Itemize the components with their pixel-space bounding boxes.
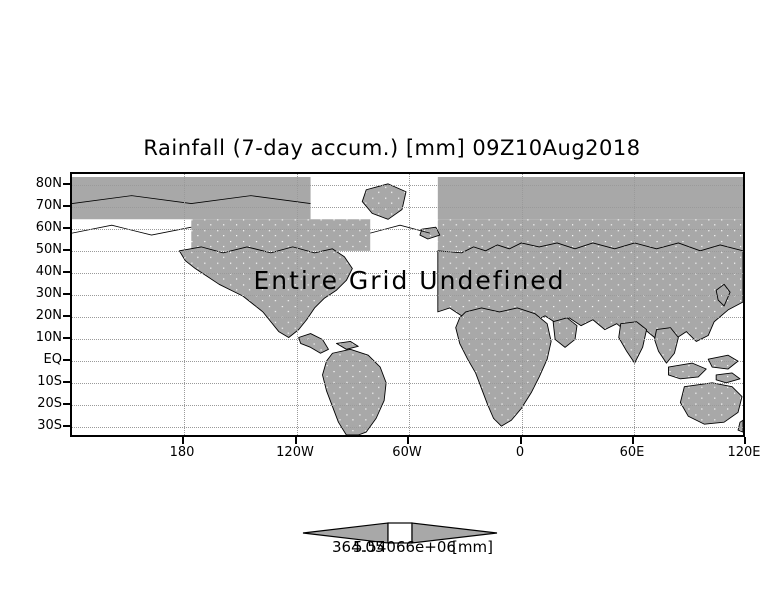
y-axis-label-30s: 30S bbox=[37, 418, 62, 433]
y-axis-tick bbox=[63, 249, 70, 251]
world-map-canvas bbox=[72, 174, 743, 435]
y-axis-label-40n: 40N bbox=[35, 264, 62, 279]
y-axis-label-60n: 60N bbox=[35, 220, 62, 235]
y-axis-tick bbox=[63, 271, 70, 273]
y-axis-tick bbox=[63, 359, 70, 361]
map-plot-frame[interactable]: Entire Grid Undefined bbox=[70, 172, 745, 437]
y-axis-tick bbox=[63, 205, 70, 207]
colorbar-min-label: 364.05 bbox=[332, 538, 385, 556]
page-title: Rainfall (7-day accum.) [mm] 09Z10Aug201… bbox=[143, 136, 641, 160]
x-axis-tick bbox=[182, 437, 184, 444]
x-axis-tick bbox=[744, 437, 746, 444]
y-axis-label-10s: 10S bbox=[37, 374, 62, 389]
x-axis-label-180: 180 bbox=[169, 445, 195, 460]
x-axis-tick bbox=[520, 437, 522, 444]
y-axis-tick bbox=[63, 183, 70, 185]
y-axis-tick bbox=[63, 381, 70, 383]
x-axis-tick bbox=[295, 437, 297, 444]
y-axis-tick bbox=[63, 425, 70, 427]
y-axis-label-30n: 30N bbox=[35, 286, 62, 301]
x-axis-label-60e: 60E bbox=[619, 445, 645, 460]
y-axis-tick bbox=[63, 315, 70, 317]
x-axis-tick bbox=[407, 437, 409, 444]
y-axis-label-80n: 80N bbox=[35, 176, 62, 191]
y-axis-label-eq: EQ bbox=[43, 352, 62, 367]
x-axis-tick bbox=[632, 437, 634, 444]
y-axis-tick bbox=[63, 227, 70, 229]
y-axis-label-70n: 70N bbox=[35, 198, 62, 213]
x-axis-label-60w: 60W bbox=[392, 445, 422, 460]
x-axis-label-120e: 120E bbox=[727, 445, 761, 460]
colorbar-swatch[interactable] bbox=[300, 518, 500, 548]
x-axis-label-120w: 120W bbox=[276, 445, 314, 460]
x-axis-label-0: 0 bbox=[515, 445, 525, 460]
y-axis-label-50n: 50N bbox=[35, 242, 62, 257]
undefined-grid-watermark: Entire Grid Undefined bbox=[253, 266, 566, 295]
y-axis-label-10n: 10N bbox=[35, 330, 62, 345]
y-axis-tick bbox=[63, 293, 70, 295]
colorbar-max-label: 5.54066e+06 bbox=[353, 538, 456, 556]
colorbar[interactable] bbox=[300, 518, 500, 568]
y-axis-tick bbox=[63, 337, 70, 339]
y-axis-tick bbox=[63, 403, 70, 405]
colorbar-unit-label: [mm] bbox=[452, 538, 493, 556]
y-axis-label-20s: 20S bbox=[37, 396, 62, 411]
y-axis-label-20n: 20N bbox=[35, 308, 62, 323]
